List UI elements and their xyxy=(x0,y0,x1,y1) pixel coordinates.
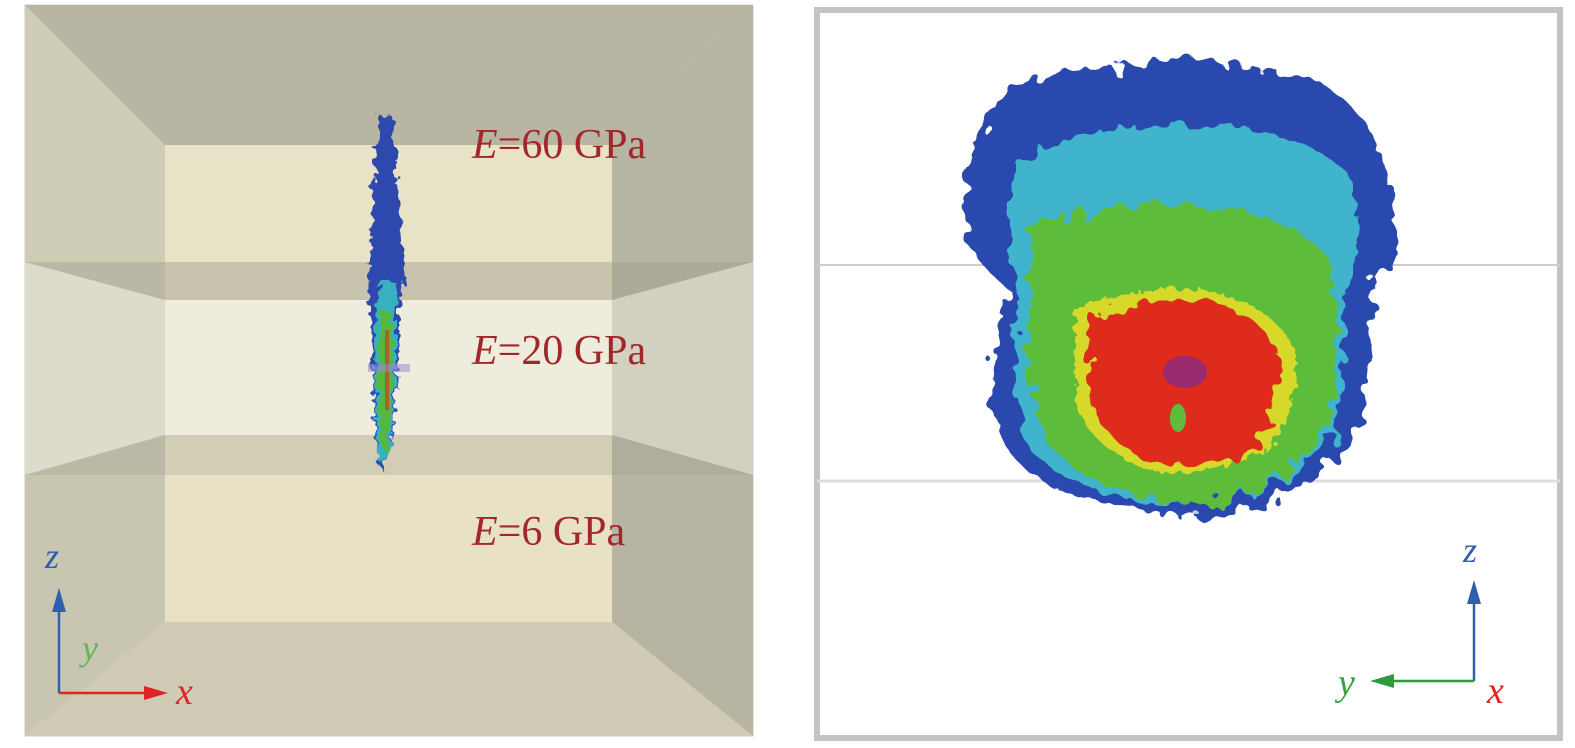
z-arrow-icon xyxy=(52,588,66,612)
axis-label-y: y xyxy=(79,628,98,668)
axis-label-x: x xyxy=(1486,670,1504,712)
layer-labels: E=60 GPa E=20 GPa E=6 GPa xyxy=(471,122,647,555)
layer-label-top: E=60 GPa xyxy=(471,122,647,168)
layer-label-middle: E=20 GPa xyxy=(471,328,647,374)
left-axis-triad: z y x xyxy=(44,536,193,713)
layer-label-bottom: E=6 GPa xyxy=(471,509,626,555)
axis-label-y: y xyxy=(1334,662,1355,704)
axis-label-z: z xyxy=(44,536,59,576)
right-axis-triad: z y x xyxy=(1334,530,1504,712)
z-arrow-icon xyxy=(1467,580,1481,604)
axis-label-z: z xyxy=(1462,530,1477,570)
right-fracture-map xyxy=(964,58,1396,518)
axis-label-x: x xyxy=(175,671,193,713)
y-arrow-icon xyxy=(1370,674,1394,688)
left-fracture xyxy=(368,116,410,472)
x-arrow-icon xyxy=(144,686,168,700)
